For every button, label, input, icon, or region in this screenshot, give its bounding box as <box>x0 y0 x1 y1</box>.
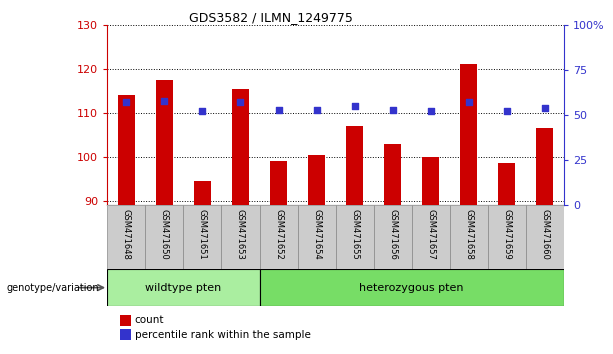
Bar <box>107 205 145 269</box>
Bar <box>221 205 259 269</box>
Text: GSM471660: GSM471660 <box>541 209 549 259</box>
Bar <box>270 161 287 205</box>
Point <box>159 98 169 103</box>
Bar <box>145 205 183 269</box>
Text: count: count <box>135 315 164 325</box>
Point <box>197 109 207 114</box>
Bar <box>498 164 516 205</box>
Bar <box>460 64 478 205</box>
Text: GSM471650: GSM471650 <box>160 209 169 259</box>
Point <box>464 99 474 105</box>
Bar <box>488 205 526 269</box>
Point <box>121 99 131 105</box>
Text: GSM471659: GSM471659 <box>503 209 511 259</box>
Point <box>388 107 398 113</box>
Bar <box>536 128 554 205</box>
Bar <box>526 205 564 269</box>
Bar <box>194 181 211 205</box>
Bar <box>308 155 325 205</box>
Text: GSM471652: GSM471652 <box>274 209 283 259</box>
Text: GSM471657: GSM471657 <box>426 209 435 259</box>
Bar <box>118 95 135 205</box>
Point <box>502 109 512 114</box>
Text: genotype/variation: genotype/variation <box>6 282 99 293</box>
Text: GSM471658: GSM471658 <box>464 209 473 259</box>
Text: GSM471653: GSM471653 <box>236 209 245 259</box>
Point <box>235 99 245 105</box>
Text: GSM471651: GSM471651 <box>198 209 207 259</box>
Bar <box>412 205 450 269</box>
Bar <box>107 269 259 306</box>
Text: GSM471655: GSM471655 <box>350 209 359 259</box>
Text: GSM471648: GSM471648 <box>122 209 131 259</box>
Text: wildtype pten: wildtype pten <box>145 282 221 293</box>
Bar <box>336 205 374 269</box>
Bar <box>450 205 488 269</box>
Bar <box>374 205 412 269</box>
Bar <box>259 269 564 306</box>
Bar <box>384 144 402 205</box>
Text: heterozygous pten: heterozygous pten <box>359 282 464 293</box>
Point <box>273 107 283 113</box>
Bar <box>259 205 297 269</box>
Bar <box>156 80 173 205</box>
Bar <box>422 157 440 205</box>
Text: GSM471654: GSM471654 <box>312 209 321 259</box>
Point <box>311 107 321 113</box>
Bar <box>232 88 249 205</box>
Text: GDS3582 / ILMN_1249775: GDS3582 / ILMN_1249775 <box>189 11 353 24</box>
Bar <box>346 126 364 205</box>
Text: GSM471656: GSM471656 <box>388 209 397 259</box>
Point <box>540 105 550 111</box>
Bar <box>297 205 336 269</box>
Point <box>350 103 360 109</box>
Point <box>426 109 436 114</box>
Bar <box>183 205 221 269</box>
Text: percentile rank within the sample: percentile rank within the sample <box>135 330 311 339</box>
